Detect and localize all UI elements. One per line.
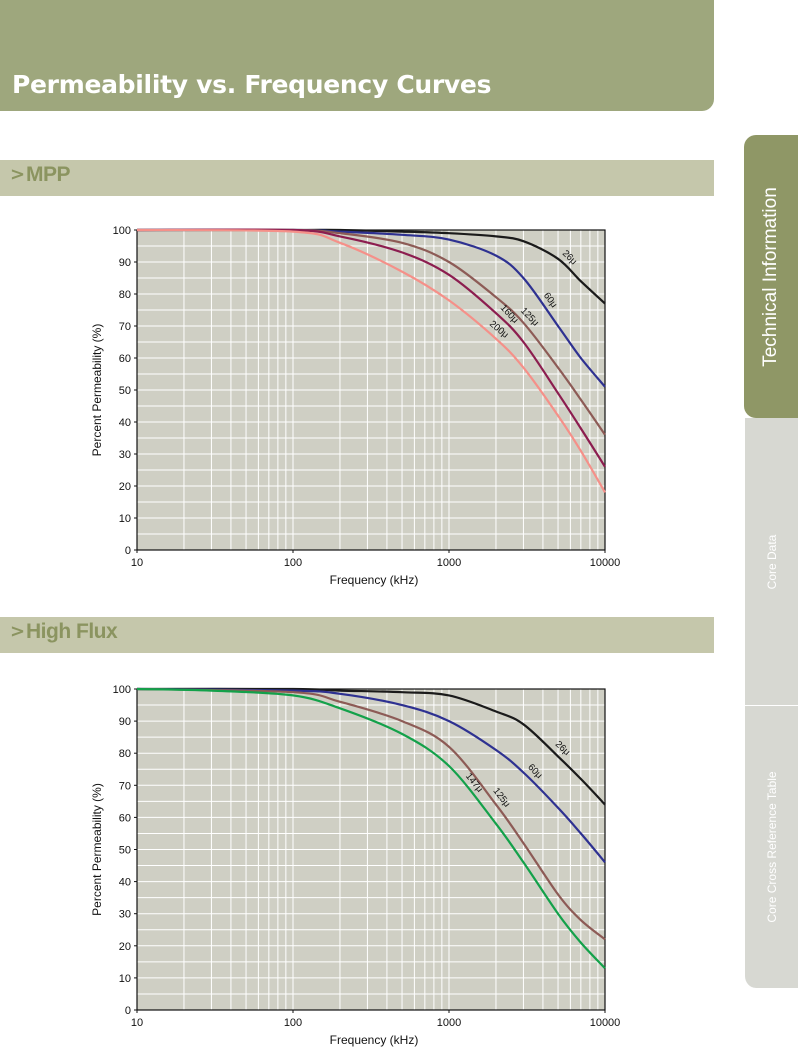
series-line-4 (136, 228, 606, 493)
tab-label-technical-information: Technical Information (760, 186, 781, 367)
tab-label-core-cross-reference-table: Core Cross Reference Table (764, 771, 779, 923)
y-tick-label: 80 (119, 748, 131, 760)
series-line-3 (136, 687, 606, 970)
y-tick-label: 40 (119, 877, 131, 889)
y-tick-label: 0 (125, 1005, 131, 1017)
x-tick-label: 10000 (590, 1017, 621, 1029)
x-axis-label: Frequency (kHz) (330, 1033, 419, 1047)
section-title-high-flux: High Flux (26, 620, 118, 643)
y-axis-label: Percent Permeability (%) (90, 324, 104, 457)
x-tick-label: 1000 (437, 1017, 461, 1029)
y-tick-label: 60 (119, 812, 131, 824)
section-arrow-icon: > (10, 164, 26, 185)
page-title: Permeability vs. Frequency Curves (12, 70, 492, 99)
tab-technical-information[interactable]: Technical Information (744, 135, 798, 418)
x-tick-label: 10000 (590, 557, 621, 569)
x-tick-label: 10 (131, 1017, 143, 1029)
y-tick-label: 30 (119, 449, 131, 461)
header-banner: Permeability vs. Frequency Curves (0, 0, 714, 111)
section-title-mpp: MPP (26, 163, 71, 186)
x-axis-label: Frequency (kHz) (330, 573, 419, 587)
tab-label-core-data: Core Data (764, 534, 779, 589)
series-line-0 (136, 687, 606, 806)
section-bar-mpp: > MPP (0, 160, 714, 196)
x-tick-label: 100 (284, 557, 302, 569)
y-tick-label: 90 (119, 257, 131, 269)
y-tick-label: 90 (119, 716, 131, 728)
y-tick-label: 50 (119, 845, 131, 857)
x-tick-label: 100 (284, 1017, 302, 1029)
y-tick-label: 50 (119, 385, 131, 397)
y-tick-label: 80 (119, 289, 131, 301)
y-tick-label: 10 (119, 973, 131, 985)
y-tick-label: 20 (119, 481, 131, 493)
series-line-3 (136, 228, 606, 468)
y-tick-label: 60 (119, 353, 131, 365)
x-tick-label: 10 (131, 557, 143, 569)
tab-core-cross-reference-table[interactable]: Core Cross Reference Table (744, 705, 798, 988)
y-tick-label: 100 (113, 225, 131, 237)
y-tick-label: 20 (119, 941, 131, 953)
y-tick-label: 0 (125, 545, 131, 557)
x-tick-label: 1000 (437, 557, 461, 569)
section-arrow-icon: > (10, 621, 26, 642)
series-line-2 (136, 687, 606, 941)
y-tick-label: 10 (119, 513, 131, 525)
section-bar-high-flux: > High Flux (0, 617, 714, 653)
y-tick-label: 70 (119, 321, 131, 333)
grid-lines (137, 689, 605, 1010)
tab-core-data[interactable]: Core Data (744, 418, 798, 705)
y-tick-label: 70 (119, 780, 131, 792)
y-tick-label: 100 (113, 684, 131, 696)
grid-lines (137, 230, 605, 550)
y-tick-label: 30 (119, 909, 131, 921)
y-tick-label: 40 (119, 417, 131, 429)
series-line-1 (136, 687, 606, 864)
y-axis-label: Percent Permeability (%) (90, 783, 104, 916)
